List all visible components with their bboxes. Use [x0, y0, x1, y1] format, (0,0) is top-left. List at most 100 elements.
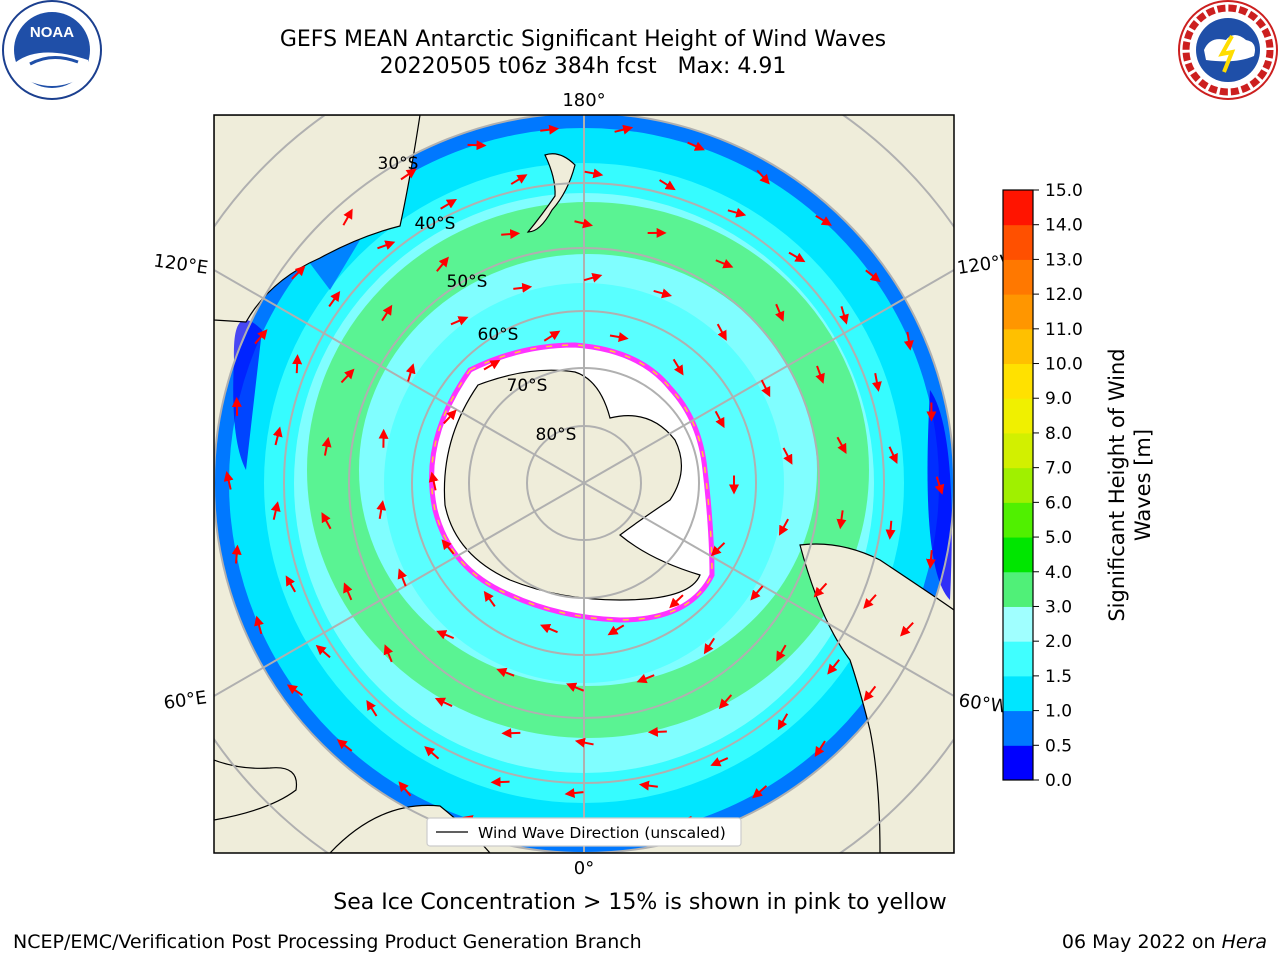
wave-direction-arrow — [609, 332, 629, 342]
wave-direction-arrow — [513, 282, 533, 293]
lon-label-120e: 120°E — [152, 250, 209, 278]
wave-direction-arrow — [342, 208, 353, 226]
wave-direction-arrow — [398, 781, 412, 797]
wave-direction-arrow — [900, 621, 914, 637]
lon-label-180: 180° — [562, 90, 605, 111]
wave-direction-arrow — [383, 644, 394, 663]
wave-direction-arrow — [777, 713, 789, 731]
wave-direction-arrow — [710, 757, 729, 767]
colorbar-segment — [1003, 398, 1033, 434]
colorbar-frame — [1002, 189, 1034, 781]
wave-direction-arrow — [292, 354, 303, 374]
colorbar-segment — [1003, 641, 1033, 677]
colorbar-tick-label: 6.0 — [1045, 493, 1072, 513]
colorbar-segment — [1003, 537, 1033, 573]
lat-label-50s: 50°S — [447, 272, 488, 292]
wave-direction-arrow — [231, 544, 242, 564]
colorbar-tick-label: 14.0 — [1045, 216, 1083, 236]
noaa-logo-text: NOAA — [30, 24, 74, 41]
lon-label-60e: 60°E — [162, 687, 208, 714]
wave-direction-arrow — [574, 737, 594, 748]
wave-direction-arrow — [669, 594, 684, 609]
colorbar-tick-label: 8.0 — [1045, 424, 1072, 444]
wave-direction-arrow — [756, 169, 770, 185]
wave-direction-arrow — [888, 446, 898, 465]
wave-direction-arrow — [510, 174, 528, 185]
wave-direction-arrow — [490, 777, 510, 788]
wave-direction-arrow — [397, 568, 408, 587]
wave-direction-arrow — [436, 256, 449, 272]
wave-direction-arrow — [315, 644, 331, 659]
wave-direction-arrow — [343, 582, 353, 601]
colorbar-tick-label: 9.0 — [1045, 389, 1072, 409]
lat-label-60s: 60°S — [478, 325, 519, 345]
wave-direction-arrow — [405, 363, 416, 382]
wave-direction-arrow — [328, 290, 341, 308]
wave-direction-arrow — [934, 476, 945, 495]
wave-direction-arrow — [778, 518, 789, 536]
land-south-america — [799, 543, 954, 853]
colorbar-tick-label: 10.0 — [1045, 355, 1083, 375]
wave-direction-arrow — [636, 673, 655, 684]
graticule — [214, 115, 954, 853]
colorbar-segment — [1003, 571, 1033, 607]
lat-label-70s: 70°S — [507, 376, 548, 396]
lon-label-0: 0° — [574, 858, 594, 879]
wave-direction-arrow — [716, 323, 727, 341]
wave-direction-arrow — [540, 124, 560, 135]
colorbar-tick-label: 0.5 — [1045, 736, 1072, 756]
colorbar-segment — [1003, 502, 1033, 538]
wave-direction-arrow — [272, 426, 283, 446]
wave-direction-arrow — [424, 746, 440, 760]
colorbar-segment — [1003, 467, 1033, 503]
wave-direction-arrow — [254, 329, 268, 345]
colorbar-label: Significant Height of Wind Waves [m] — [1105, 348, 1155, 622]
wave-direction-arrow — [614, 124, 634, 135]
wave-direction-arrow — [440, 199, 457, 210]
chart-subtitle: 20220505 t06z 384h fcst Max: 4.91 — [379, 54, 787, 79]
wave-direction-arrow — [687, 141, 705, 151]
wave-direction-arrow — [714, 410, 725, 429]
colorbar-segment — [1003, 190, 1033, 226]
chart-title: GEFS MEAN Antarctic Significant Height o… — [279, 27, 887, 52]
wave-direction-arrow — [703, 637, 716, 655]
map-frame — [213, 114, 955, 854]
wave-direction-arrow — [270, 501, 281, 520]
colorbar-tick-label: 2.0 — [1045, 632, 1072, 652]
colorbar-tick-label: 1.0 — [1045, 702, 1072, 722]
wave-direction-arrow — [366, 699, 378, 717]
wave-direction-arrow — [925, 550, 936, 570]
wave-direction-arrow — [813, 582, 828, 598]
wave-direction-arrow — [814, 740, 826, 757]
wave-direction-arrow — [863, 594, 877, 609]
wave-direction-arrow — [836, 510, 847, 530]
wave-direction-arrow — [885, 520, 896, 540]
wave-direction-arrow — [483, 590, 496, 607]
noaa-logo: NOAA — [2, 0, 102, 100]
land-new-zealand — [526, 153, 576, 233]
colorbar-segment — [1003, 675, 1033, 712]
wave-direction-arrow — [443, 409, 457, 425]
wave-direction-arrow — [286, 684, 304, 697]
lat-label-30s: 30°S — [378, 154, 419, 174]
wave-direction-arrow — [827, 659, 840, 675]
colorbar-segment — [1003, 710, 1033, 746]
wave-direction-arrow — [815, 214, 832, 226]
wave-direction-arrow — [752, 785, 768, 799]
wave-direction-arrow — [710, 542, 726, 557]
lon-label-60w: 60°W — [957, 690, 1009, 718]
colorbar-tick-label: 4.0 — [1045, 563, 1072, 583]
colorbar-segment — [1003, 328, 1033, 365]
colorbar-tick-label: 13.0 — [1045, 250, 1083, 270]
wave-direction-arrow — [340, 368, 355, 384]
wave-direction-arrow — [653, 288, 672, 299]
wave-direction-arrow — [782, 447, 793, 465]
wave-direction-arrow — [659, 179, 676, 191]
colorbar-segment — [1003, 224, 1033, 260]
wave-direction-arrow — [450, 316, 469, 326]
colorbar-tick-label: 1.5 — [1045, 667, 1072, 687]
wave-direction-arrow — [483, 359, 501, 371]
map-legend: Wind Wave Direction (unscaled) — [426, 817, 742, 847]
wave-direction-arrow — [584, 168, 604, 179]
